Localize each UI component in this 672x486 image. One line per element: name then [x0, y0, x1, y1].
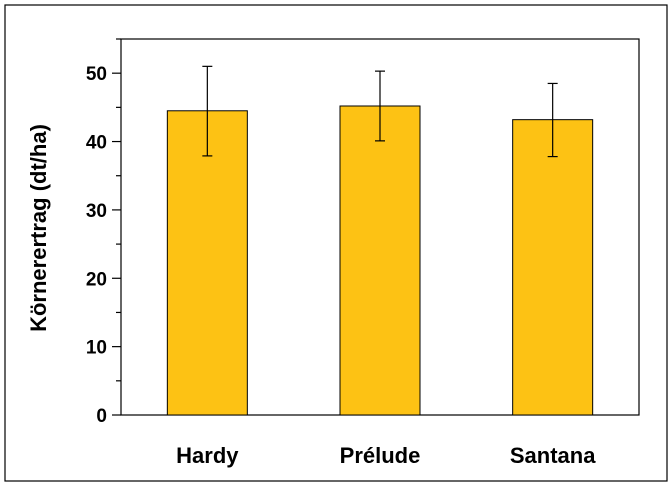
x-category-label: Santana	[510, 443, 596, 468]
plot-area: 0 10 20 30 40 50 Hardy Prélude Santana	[86, 38, 640, 468]
y-axis-title-group: Körnerertrag (dt/ha)	[26, 124, 51, 332]
bar-hardy	[166, 110, 248, 416]
y-axis-title: Körnerertrag (dt/ha)	[26, 124, 51, 332]
y-tick-label: 20	[86, 269, 107, 290]
y-tick-label: 0	[96, 406, 107, 427]
x-category-label: Prélude	[340, 443, 421, 468]
bar-santana	[512, 119, 594, 416]
y-tick-label: 30	[86, 201, 107, 222]
x-category-label: Hardy	[176, 443, 239, 468]
y-tick-label: 10	[86, 338, 107, 359]
y-tick-label: 40	[86, 133, 107, 154]
y-tick-label: 50	[86, 64, 107, 85]
bar-pr-lude	[339, 105, 421, 416]
